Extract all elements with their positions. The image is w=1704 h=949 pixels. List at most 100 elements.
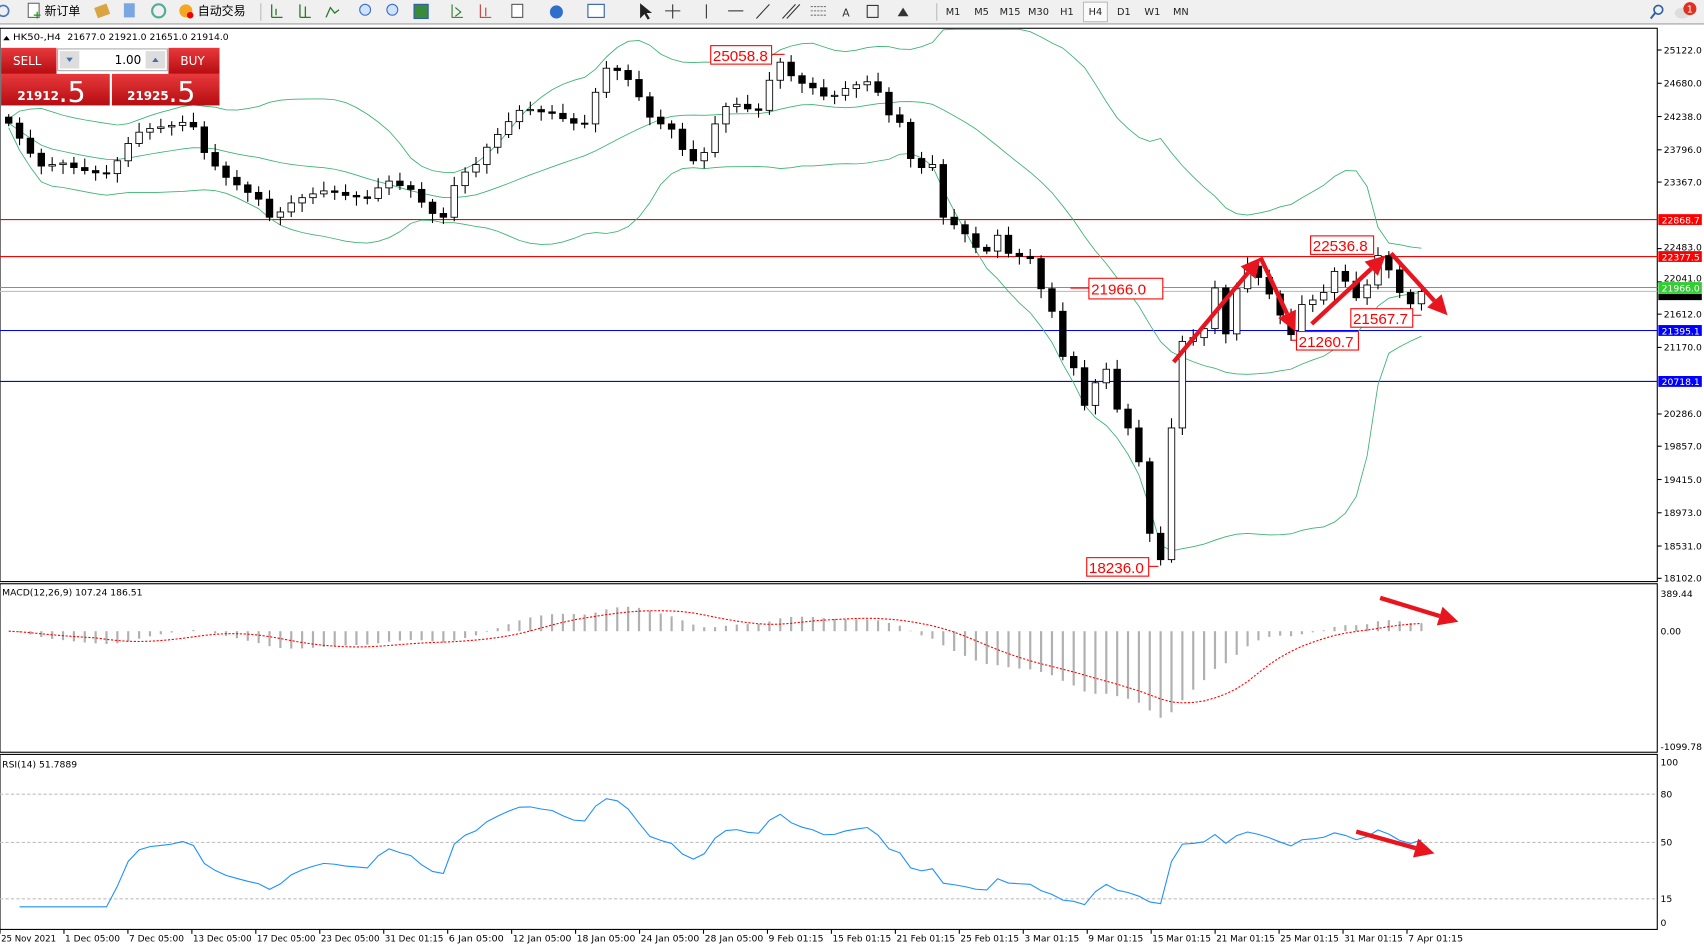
bar-chart-icon[interactable] [271,4,283,19]
candle-body-bull [1298,304,1306,336]
cursor-icon[interactable] [640,3,653,20]
timeframe-m5[interactable]: M5 [974,7,989,18]
collapse-icon[interactable] [3,35,10,41]
terminal-icon[interactable] [123,3,135,18]
tile-windows-icon[interactable] [413,3,429,20]
candle [700,147,708,169]
timeframe-w1[interactable]: W1 [1144,7,1160,18]
candle-body-bear [896,114,904,123]
price-tick-label: 23367.0 [1664,177,1702,188]
zoom-out-icon[interactable] [386,3,399,16]
fibonacci-icon[interactable] [810,5,826,16]
macd-panel[interactable] [0,583,1658,753]
candle-body-bear [624,70,632,80]
candle [276,207,285,226]
bid-label-bg [1658,293,1702,301]
timeframe-h1[interactable]: H1 [1060,7,1074,18]
candle-body-bull [178,121,187,126]
candle [548,105,556,120]
text-label-icon[interactable] [866,4,879,18]
candle-body-bull [1167,427,1176,561]
auto-trading-button[interactable]: 自动交易 [179,3,246,19]
channel-icon[interactable] [782,3,801,19]
candle [168,121,176,136]
candle [363,190,372,205]
periods-icon[interactable] [549,5,563,19]
candle [1167,418,1176,563]
timeframe-h4[interactable]: H4 [1089,7,1103,18]
candle [906,118,915,168]
candle-body-bull [374,187,382,199]
axes: 25122.0 24680.0 24238.0 23796.0 23367.0 22483… [0,45,1702,944]
arrow-head-icon [1436,606,1459,626]
candle [102,165,111,179]
candle-body-bull [472,164,480,173]
lot-stepper[interactable]: 1.00 [57,48,168,72]
chart-shift-icon[interactable] [479,4,492,18]
candle [570,113,578,131]
candle-body-bear [407,185,415,190]
timeframe-m1[interactable]: M1 [946,7,961,18]
candle-body-bear [1396,269,1404,293]
timeframe-d1[interactable]: D1 [1117,7,1131,18]
price-label-22868.7: 22868.7 [1662,215,1700,226]
candle-body-bull [602,67,611,93]
arrow-shaft [1310,267,1373,326]
text-icon[interactable]: A [842,6,850,19]
sell-button[interactable]: SELL 21912 .5 [1,47,110,109]
zoom-in-icon[interactable] [359,3,372,16]
arrow-shaft [1389,251,1436,303]
candle [830,90,839,105]
line-chart-icon[interactable] [325,6,340,18]
crosshair-icon[interactable] [665,4,681,19]
history-icon[interactable] [94,3,111,19]
signals-icon[interactable] [151,3,167,19]
candle-body-bear [1146,461,1154,534]
price-label-bg [1658,251,1702,262]
buy-button[interactable]: BUY 21925 .5 [111,47,220,109]
candle [309,187,317,204]
main-chart [0,28,1658,566]
time-tick-label: 9 Mar 01:15 [1088,933,1143,944]
timeframe-mn[interactable]: MN [1173,7,1189,18]
macd-tick-label: 0.00 [1661,626,1682,637]
auto-scroll-icon[interactable] [451,4,463,18]
candle-body-bear [222,165,230,178]
time-tick-label: 23 Dec 05:00 [321,933,380,944]
templates-icon[interactable] [587,3,605,18]
timeframe-m15[interactable]: M15 [1000,7,1021,18]
candle [993,229,1002,259]
timeframe-bar: M1 M5 M15 M30 H1 H4 D1 W1 MN [946,1,1189,23]
new-order-button[interactable]: + 新订单 [27,2,80,21]
timeframe-m30[interactable]: M30 [1028,7,1049,18]
candle [15,117,24,146]
zoom-icon[interactable] [0,4,10,18]
candle-body-bull [168,124,176,128]
price-tick-label: 18531.0 [1664,541,1702,552]
candle-body-bull [1319,292,1328,301]
candle-body-bear [233,176,241,186]
price-label-bg [1658,214,1702,226]
time-tick-label: 31 Dec 01:15 [385,933,444,944]
candle [678,122,687,156]
indicators-icon[interactable] [511,3,524,18]
candle [1135,419,1143,467]
chart-symbol: HK50-,H4 [13,32,61,43]
notification-badge[interactable] [1683,2,1697,16]
candle-body-bear [972,233,980,248]
candle [852,81,861,98]
time-tick-label: 21 Feb 01:15 [896,933,955,944]
main-chart-panel[interactable] [0,27,1658,583]
price-label-20718.1: 20718.1 [1662,377,1700,388]
rsi-panel[interactable] [0,753,1658,930]
candle [59,159,67,174]
price-tick-label: 25122.0 [1664,45,1702,56]
candle-body-bull [526,109,535,112]
lot-input[interactable]: 1.00 [115,53,142,67]
search-icon[interactable] [1653,4,1664,15]
arrows-icon[interactable] [897,7,909,17]
candlestick-icon[interactable] [299,4,311,19]
arrow-shaft [1172,271,1250,364]
trendline-icon[interactable] [755,3,770,19]
